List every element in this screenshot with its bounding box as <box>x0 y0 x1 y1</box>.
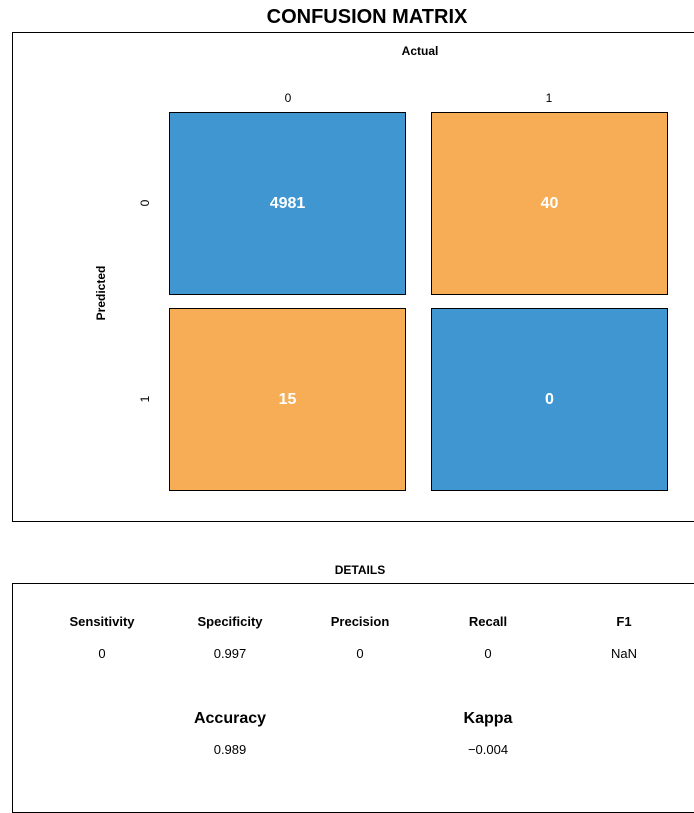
metric-name-specificity: Specificity <box>197 614 263 629</box>
cell-value-label: 0 <box>545 390 554 408</box>
metric-value-precision: 0 <box>356 646 364 661</box>
cell-value-label: 4981 <box>269 194 306 212</box>
matrix-cell-pred0-actual0: 4981 <box>169 112 406 295</box>
matrix-frame <box>12 32 694 522</box>
y-tick-label-0: 0 <box>138 199 152 207</box>
matrix-cell-pred0-actual1: 40 <box>431 112 668 295</box>
metric-value-recall: 0 <box>484 646 492 661</box>
cell-value-label: 15 <box>278 390 297 408</box>
y-axis-label: Predicted <box>94 265 108 321</box>
metric-value-sensitivity: 0 <box>98 646 106 661</box>
summary-value-accuracy: 0.989 <box>213 742 247 757</box>
metric-name-precision: Precision <box>330 614 390 629</box>
chart-title: CONFUSION MATRIX <box>266 6 468 28</box>
matrix-cell-pred1-actual1: 0 <box>431 308 668 491</box>
metric-value-specificity: 0.997 <box>213 646 247 661</box>
cell-value-label: 40 <box>540 194 559 212</box>
x-tick-label-0: 0 <box>284 91 292 105</box>
metric-name-sensitivity: Sensitivity <box>69 614 135 629</box>
x-tick-label-1: 1 <box>545 91 553 105</box>
metric-name-recall: Recall <box>468 614 508 629</box>
summary-name-kappa: Kappa <box>463 710 513 727</box>
y-tick-label-1: 1 <box>138 395 152 403</box>
summary-value-kappa: −0.004 <box>467 742 509 757</box>
metric-value-f1: NaN <box>610 646 637 661</box>
metric-name-f1: F1 <box>616 614 632 629</box>
matrix-cell-pred1-actual0: 15 <box>169 308 406 491</box>
x-axis-label: Actual <box>401 44 439 58</box>
summary-name-accuracy: Accuracy <box>193 710 267 727</box>
details-title: DETAILS <box>334 563 386 577</box>
